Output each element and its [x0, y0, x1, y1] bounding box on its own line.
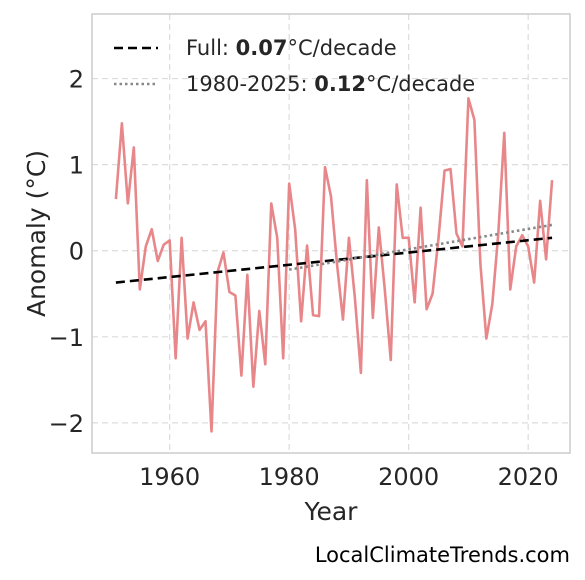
x-tick-label: 2020	[498, 463, 559, 491]
legend-full-prefix: Full:	[186, 36, 236, 60]
y-tick-label: 0	[69, 238, 84, 266]
legend: Full: 0.07°C/decade 1980-2025: 0.12°C/de…	[114, 36, 475, 96]
x-tick-label: 1980	[259, 463, 320, 491]
grid-layer	[92, 14, 570, 453]
series-layer	[114, 97, 554, 433]
legend-full-unit: °C/decade	[288, 36, 397, 60]
anomaly-series-line	[114, 97, 554, 433]
ticks-layer: 1960 1980 2000 2020 −2 −1 0 1 2	[49, 66, 559, 491]
y-axis-title: Anomaly (°C)	[22, 150, 51, 317]
y-tick-label: 1	[69, 152, 84, 180]
y-tick-label: −1	[49, 324, 84, 352]
full-trend-line	[115, 236, 553, 284]
x-tick-label: 1960	[139, 463, 200, 491]
legend-entry-recent-trend: 1980-2025: 0.12°C/decade	[186, 72, 475, 96]
recent-trend-line	[288, 223, 553, 271]
x-axis-title: Year	[304, 497, 359, 526]
y-tick-label: −2	[49, 410, 84, 438]
legend-recent-prefix: 1980-2025:	[186, 72, 314, 96]
x-tick-label: 2000	[378, 463, 439, 491]
plot-frame	[91, 13, 571, 454]
legend-recent-rate: 0.12	[314, 72, 366, 96]
legend-recent-unit: °C/decade	[366, 72, 475, 96]
legend-full-rate: 0.07	[236, 36, 288, 60]
legend-entry-full-trend: Full: 0.07°C/decade	[186, 36, 397, 60]
watermark: LocalClimateTrends.com	[315, 543, 570, 567]
y-tick-label: 2	[69, 66, 84, 94]
